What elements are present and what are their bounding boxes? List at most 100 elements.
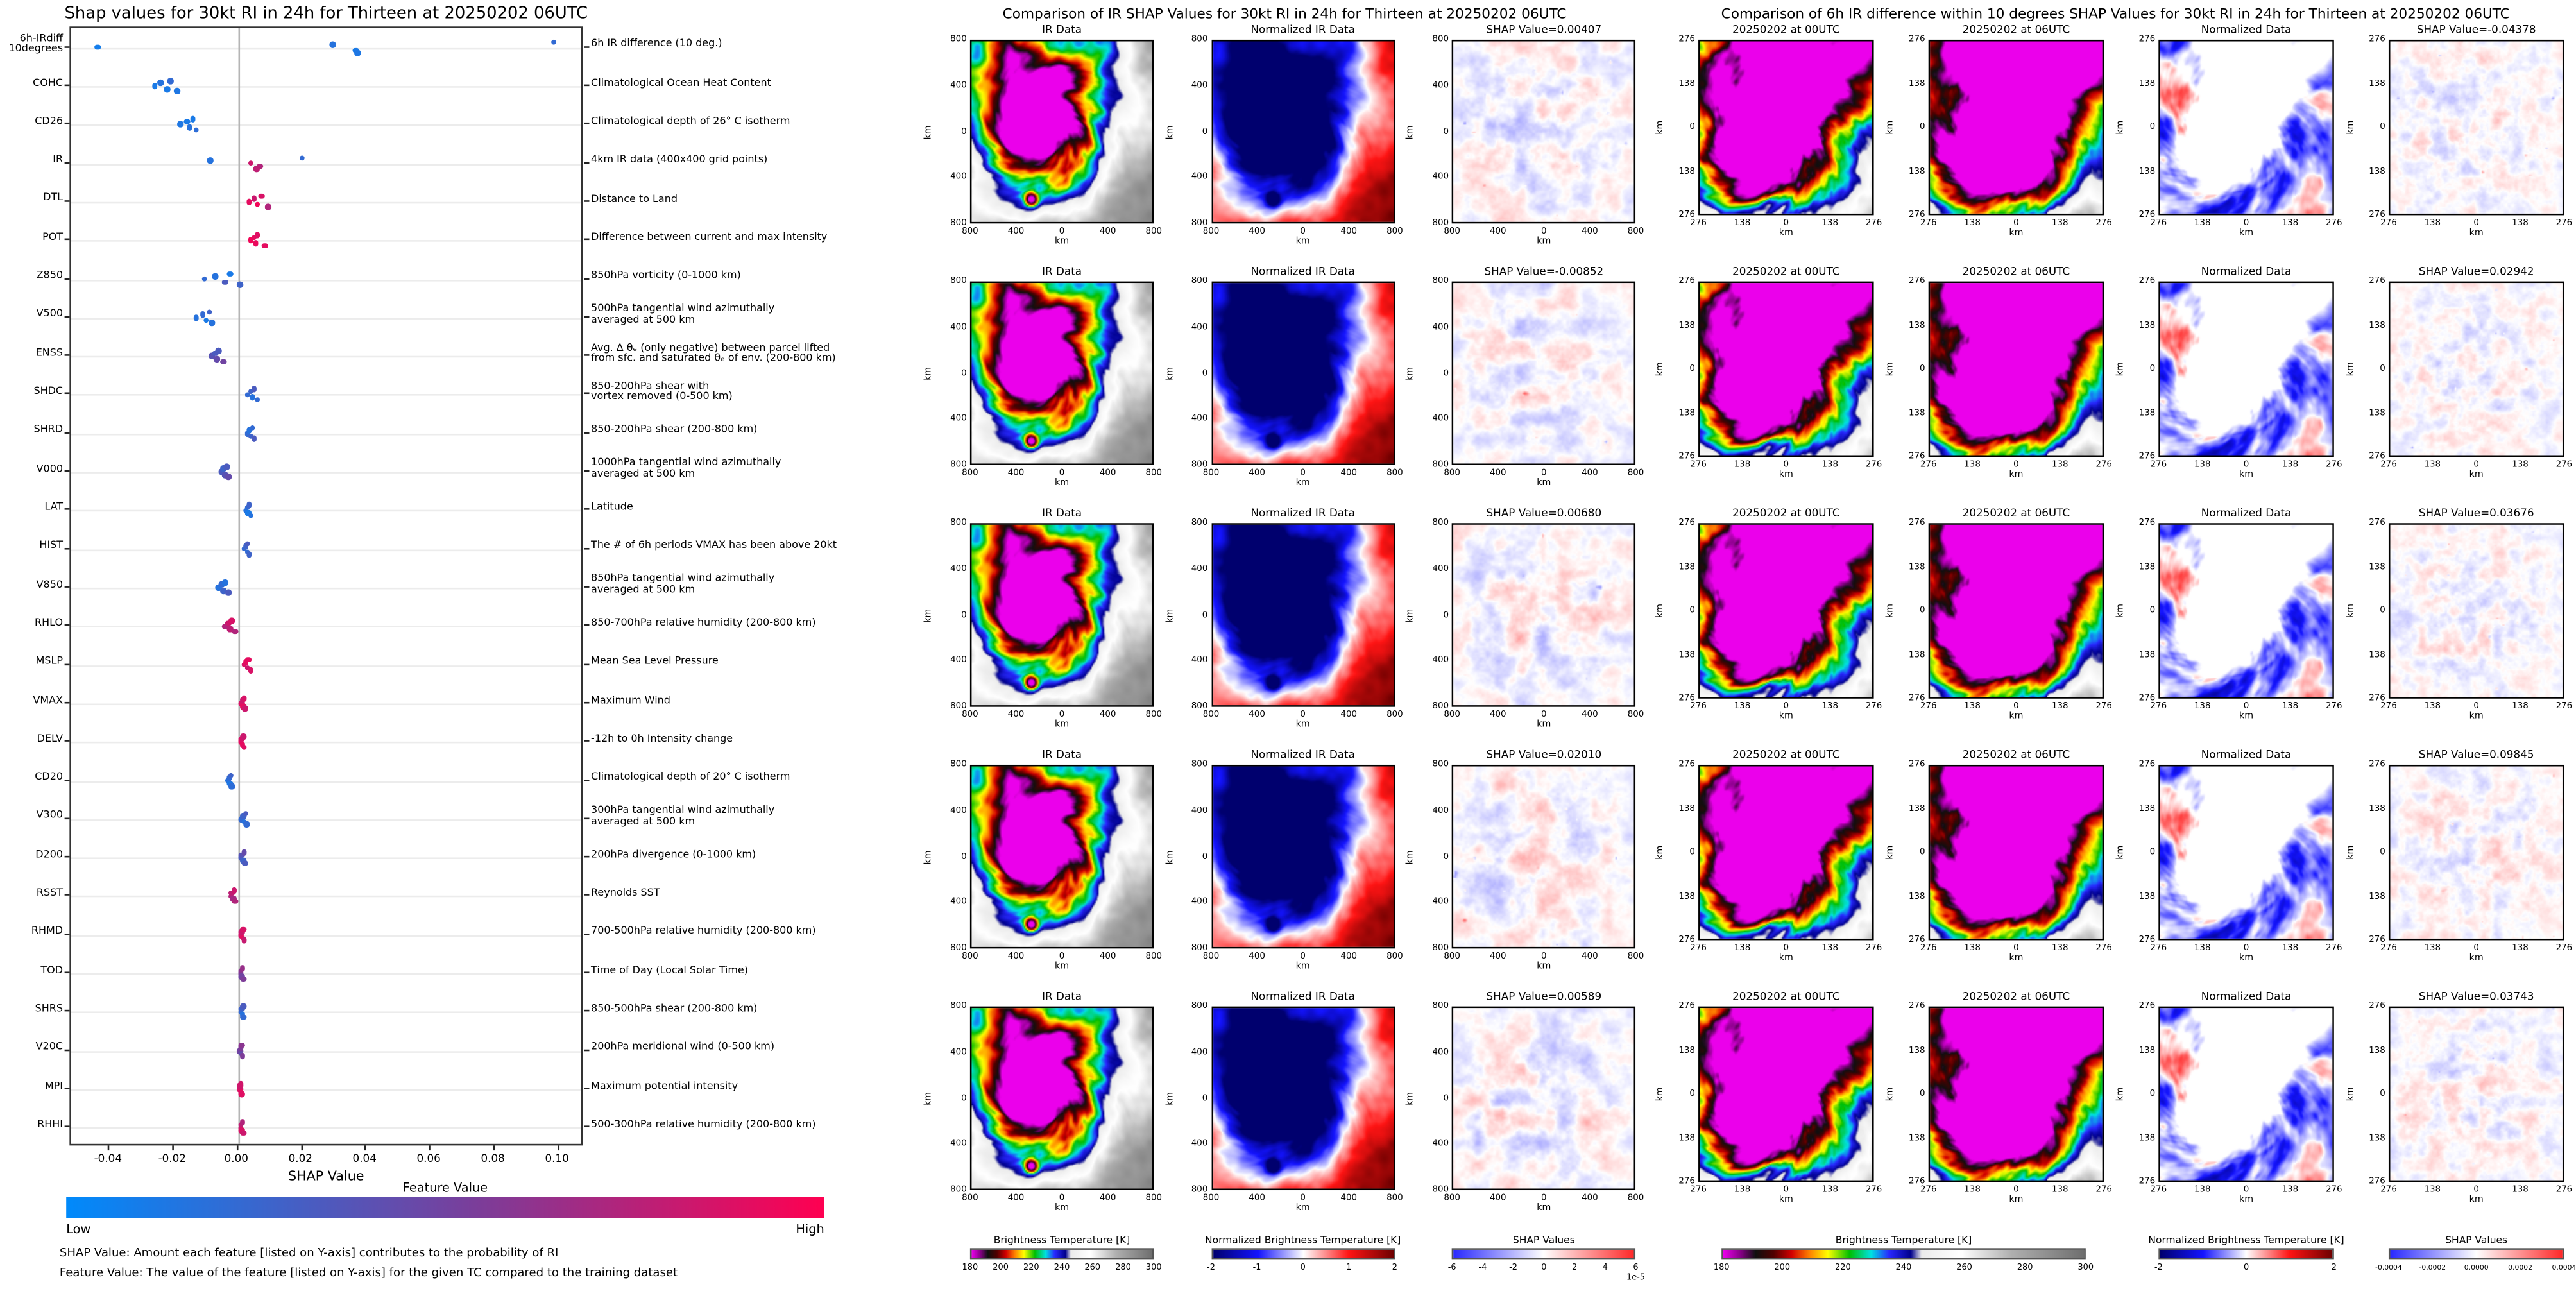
x-tick-label: 138 (1821, 701, 1838, 712)
y-tick-label: 138 (2138, 79, 2156, 89)
colorbar-tick-label: -0.0002 (2419, 1263, 2446, 1272)
shap-point (246, 198, 252, 205)
normir-canvas (1213, 1008, 1394, 1189)
y-axis-unit: km (1655, 362, 1666, 377)
y-tick-label: 276 (1678, 35, 1695, 46)
shap-point (174, 88, 180, 94)
map-normir (1211, 764, 1395, 949)
feature-label: V000 (36, 463, 64, 475)
y-tick-label: 0 (961, 126, 967, 137)
feature-label: RSST (36, 887, 64, 900)
shap-point (241, 1130, 247, 1136)
feature-label: COHC (33, 77, 64, 89)
y-tick-label: 400 (1432, 656, 1449, 667)
x-tick-label: 800 (962, 226, 978, 236)
x-tick-label: 0 (1059, 1192, 1065, 1203)
x-tick-label: 138 (1821, 218, 1838, 228)
feature-label: HIST (39, 540, 64, 552)
colorbar-tick-label: 4 (1602, 1263, 1608, 1274)
x-tick-label: 138 (2052, 701, 2068, 712)
feature-label: RHHI (37, 1118, 64, 1131)
diff-canvas (2160, 41, 2333, 214)
y-tick-label: 800 (1191, 1185, 1208, 1196)
x-tick-label: 800 (1145, 1192, 1163, 1203)
shap-summary-title: Shap values for 30kt RI in 24h for Thirt… (64, 4, 588, 24)
colorbar-ir (1721, 1248, 2086, 1260)
y-tick-left (64, 161, 70, 164)
x-tick-label: 276 (1920, 943, 1937, 953)
shap-beeswarm-plot (69, 26, 583, 1146)
colorbar-tick-label: 180 (1713, 1263, 1730, 1274)
map-shapmap (1452, 1006, 1636, 1191)
y-axis-unit: km (1655, 1087, 1666, 1102)
map-ir06 (1928, 281, 2104, 457)
feature-label: V850 (36, 578, 64, 591)
colorbar-tick-label: 1 (1346, 1263, 1352, 1274)
y-tick-left (64, 200, 70, 202)
x-tick-label: 276 (1690, 943, 1707, 953)
x-axis-unit: km (1295, 236, 1310, 247)
colorbar-tick-label: 0 (2243, 1263, 2249, 1274)
shap-point (240, 813, 246, 819)
x-tick-label: 276 (2095, 701, 2112, 712)
shap-point (245, 656, 252, 663)
colorbar-tick-label: 2 (1392, 1263, 1398, 1274)
y-tick-left (64, 239, 70, 241)
colorbar-tick-label: 0 (1300, 1263, 1306, 1274)
feature-label: DTL (43, 192, 64, 205)
x-tick-label: 400 (1249, 467, 1265, 478)
y-tick-label: 800 (1432, 944, 1449, 954)
ir00-canvas (1700, 766, 1872, 939)
shap-point (193, 314, 200, 321)
y-tick-left (64, 547, 70, 549)
feature-description: Climatological depth of 20° C isotherm (591, 771, 790, 783)
subplot-title: SHAP Value=0.00680 (1486, 506, 1602, 520)
y-tick-label: 276 (2369, 35, 2385, 46)
y-tick-label: 800 (1191, 518, 1208, 529)
y-tick-label: 400 (1191, 414, 1208, 425)
map-diff (2158, 39, 2334, 216)
y-tick-left (64, 971, 70, 974)
x-tick-label: 276 (1865, 943, 1882, 953)
y-tick-label: 800 (1191, 1002, 1208, 1012)
x-tick-label: 0 (2243, 459, 2249, 470)
subplot-title: 20250202 at 00UTC (1732, 264, 1840, 278)
y-tick-label: 400 (1432, 173, 1449, 183)
y-tick-right (584, 817, 590, 819)
y-tick-label: 276 (1908, 452, 1925, 463)
x-tick-label: 138 (2512, 701, 2529, 712)
x-tick-label: 138 (1734, 1184, 1751, 1195)
y-axis-unit: km (1406, 124, 1417, 139)
x-tick-label: 800 (1444, 709, 1460, 720)
x-tick-label: 138 (2424, 1184, 2441, 1195)
y-tick-left (64, 431, 70, 434)
colorbar-label: Brightness Temperature [K] (1835, 1234, 1972, 1247)
y-tick-label: 138 (2369, 891, 2385, 902)
feature-description: 850hPa tangential wind azimuthally averag… (591, 573, 775, 596)
x-tick-label: 138 (2194, 701, 2211, 712)
x-tick-label: 400 (1249, 1192, 1265, 1203)
shap-point (249, 395, 255, 401)
x-tick-label: 800 (1386, 1192, 1403, 1203)
x-tick-label: 0.08 (481, 1152, 505, 1166)
subplot-title: 20250202 at 00UTC (1732, 506, 1840, 520)
shap-point (236, 1047, 243, 1054)
y-tick-label: 0 (2380, 123, 2385, 133)
feature-label: ENSS (35, 347, 64, 359)
shap-point (241, 744, 248, 751)
y-axis-unit: km (1655, 120, 1666, 135)
shap-point (246, 502, 252, 508)
x-tick-label: 138 (2424, 943, 2441, 953)
x-tick-label: 800 (1386, 226, 1403, 236)
shap-point (158, 80, 164, 87)
x-tick-label: 0 (2013, 218, 2019, 228)
x-tick-label: 400 (1099, 709, 1116, 720)
x-tick-label: 138 (2512, 1184, 2529, 1195)
x-tick-label: 138 (2052, 1184, 2068, 1195)
y-tick-right (584, 46, 590, 47)
ir00-canvas (1700, 1008, 1872, 1181)
x-axis-unit: km (1778, 228, 1793, 239)
x-tick-label: 800 (962, 1192, 978, 1203)
shap-point (244, 391, 251, 398)
